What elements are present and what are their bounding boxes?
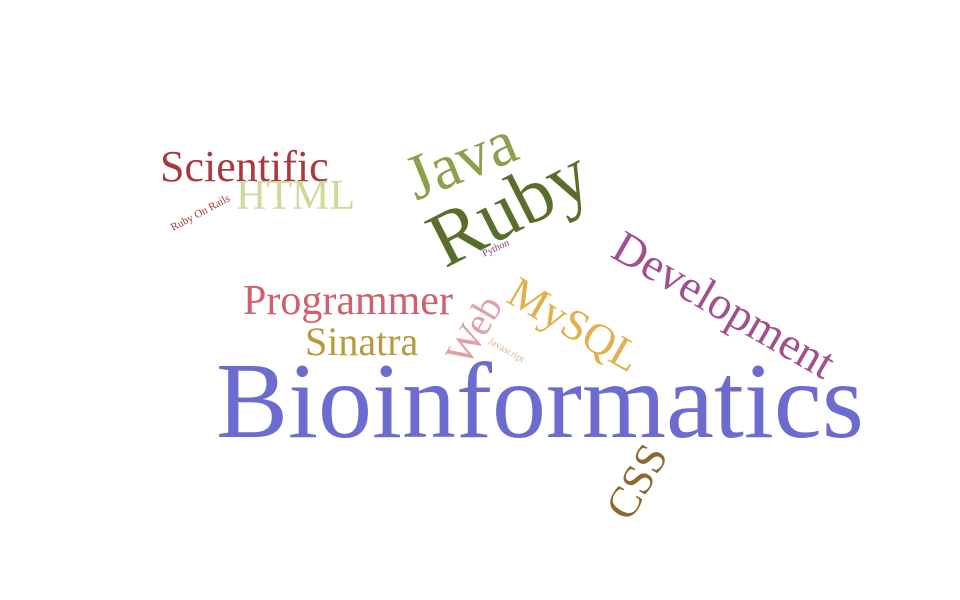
word-html: HTML xyxy=(236,173,355,219)
word-scientific: Scientific xyxy=(160,142,329,191)
word-bioinformatics: Bioinformatics xyxy=(216,342,864,461)
word-programmer: Programmer xyxy=(243,278,453,324)
word-ruby-on-rails: Ruby On Rails xyxy=(168,192,233,234)
word-sinatra: Sinatra xyxy=(305,319,419,364)
